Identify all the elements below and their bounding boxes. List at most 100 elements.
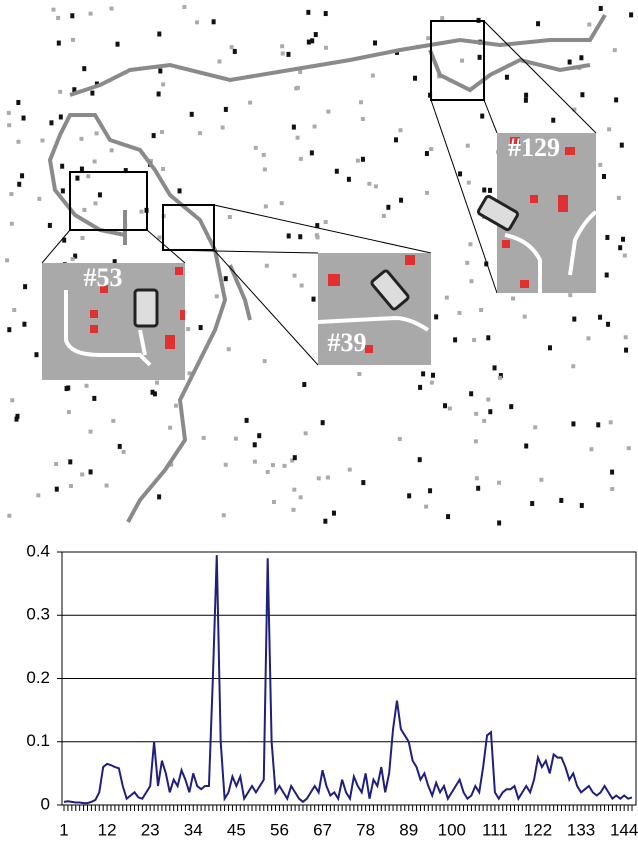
map-dot: [539, 478, 543, 482]
map-dot: [356, 159, 360, 163]
map-dot: [474, 412, 478, 416]
object: [520, 280, 529, 288]
map-dot: [296, 136, 300, 140]
map-dot: [22, 116, 26, 121]
map-dot: [82, 208, 86, 212]
map-dot: [488, 409, 492, 414]
map-dot: [347, 177, 351, 182]
map-dot: [609, 420, 613, 424]
map-dot: [89, 469, 93, 474]
map-dot: [198, 131, 202, 135]
map-dot: [425, 191, 429, 195]
map-dot: [182, 5, 186, 9]
object: [530, 195, 538, 203]
map-dot: [310, 150, 314, 155]
zoom-box: [70, 172, 147, 230]
map-dot: [313, 125, 317, 129]
map-dot: [394, 137, 398, 142]
map-dot: [468, 242, 472, 246]
map-dot: [602, 174, 606, 179]
map-dot: [426, 36, 430, 40]
map-dot: [299, 495, 303, 499]
map-dot: [161, 167, 165, 171]
map-dot: [58, 90, 62, 94]
map-dot: [312, 297, 316, 302]
map-dot: [262, 153, 266, 157]
map-dot: [453, 337, 457, 342]
map-dot: [299, 157, 303, 161]
object: [165, 335, 175, 349]
map-dot: [298, 234, 302, 239]
map-dot: [157, 235, 161, 239]
x-tick-label: 34: [184, 820, 203, 839]
map-dot: [475, 476, 479, 480]
map-dot: [618, 245, 622, 250]
map-dot: [298, 70, 302, 74]
zoom-boxes: [70, 21, 484, 250]
map-dot: [348, 468, 352, 472]
map-dot: [88, 430, 92, 434]
map-dot: [20, 173, 24, 178]
inset: #129: [477, 133, 596, 293]
map-dot: [530, 501, 534, 506]
map-dot: [10, 222, 14, 226]
map-dot: [361, 157, 365, 162]
map-dot: [22, 322, 26, 327]
figure-svg: #129 #53 #39 00.10.20.30.411223344556677…: [0, 0, 638, 852]
map-dot: [476, 486, 480, 491]
map-dot: [151, 390, 155, 395]
map-dot: [474, 439, 478, 443]
map-dot: [71, 38, 75, 42]
map-dot: [195, 20, 199, 24]
x-tick-label: 122: [524, 820, 552, 839]
zoom-line: [163, 250, 318, 253]
map-dot: [324, 220, 328, 224]
map-dot: [60, 164, 64, 169]
map-dot: [587, 23, 591, 27]
map-dot: [623, 253, 627, 257]
map-dot: [425, 151, 429, 156]
map-dot: [606, 322, 610, 327]
inset-label: #129: [508, 133, 560, 162]
zoom-line: [484, 100, 497, 133]
map-dot: [66, 385, 70, 390]
map-dot: [457, 311, 461, 315]
map-dot: [92, 396, 96, 401]
map-dot: [139, 210, 143, 214]
map-dot: [51, 8, 55, 12]
map-dot: [75, 176, 79, 181]
map-dot: [316, 235, 320, 239]
map-dot: [178, 188, 182, 193]
map-dot: [271, 463, 275, 467]
inset: #53: [42, 263, 185, 380]
map-dot: [326, 110, 330, 114]
map-dot: [373, 40, 377, 45]
map-dot: [598, 315, 602, 320]
map-dot: [34, 352, 38, 357]
x-tick-label: 56: [270, 820, 289, 839]
map-dot: [118, 444, 122, 449]
map-dot: [399, 198, 403, 203]
y-tick-label: 0.2: [26, 668, 50, 687]
map-dot: [98, 192, 102, 197]
map-dot: [93, 159, 97, 163]
map-dot: [551, 118, 555, 123]
map-dot: [434, 314, 438, 319]
map-dot: [86, 174, 90, 178]
map-dot: [428, 488, 432, 493]
object: [405, 255, 415, 265]
map-dot: [586, 336, 590, 340]
map-dot: [605, 273, 609, 278]
map-dot: [224, 463, 228, 467]
map-dot: [287, 233, 291, 238]
map-dot: [7, 111, 11, 115]
map-dot: [613, 48, 617, 52]
map-dot: [361, 117, 365, 121]
x-tick-label: 111: [482, 820, 508, 839]
map-dot: [234, 437, 238, 441]
map-dot: [610, 470, 614, 475]
zoom-line: [214, 205, 431, 253]
map-dot: [57, 41, 61, 46]
map-dot: [79, 137, 83, 141]
map-dot: [482, 187, 486, 192]
